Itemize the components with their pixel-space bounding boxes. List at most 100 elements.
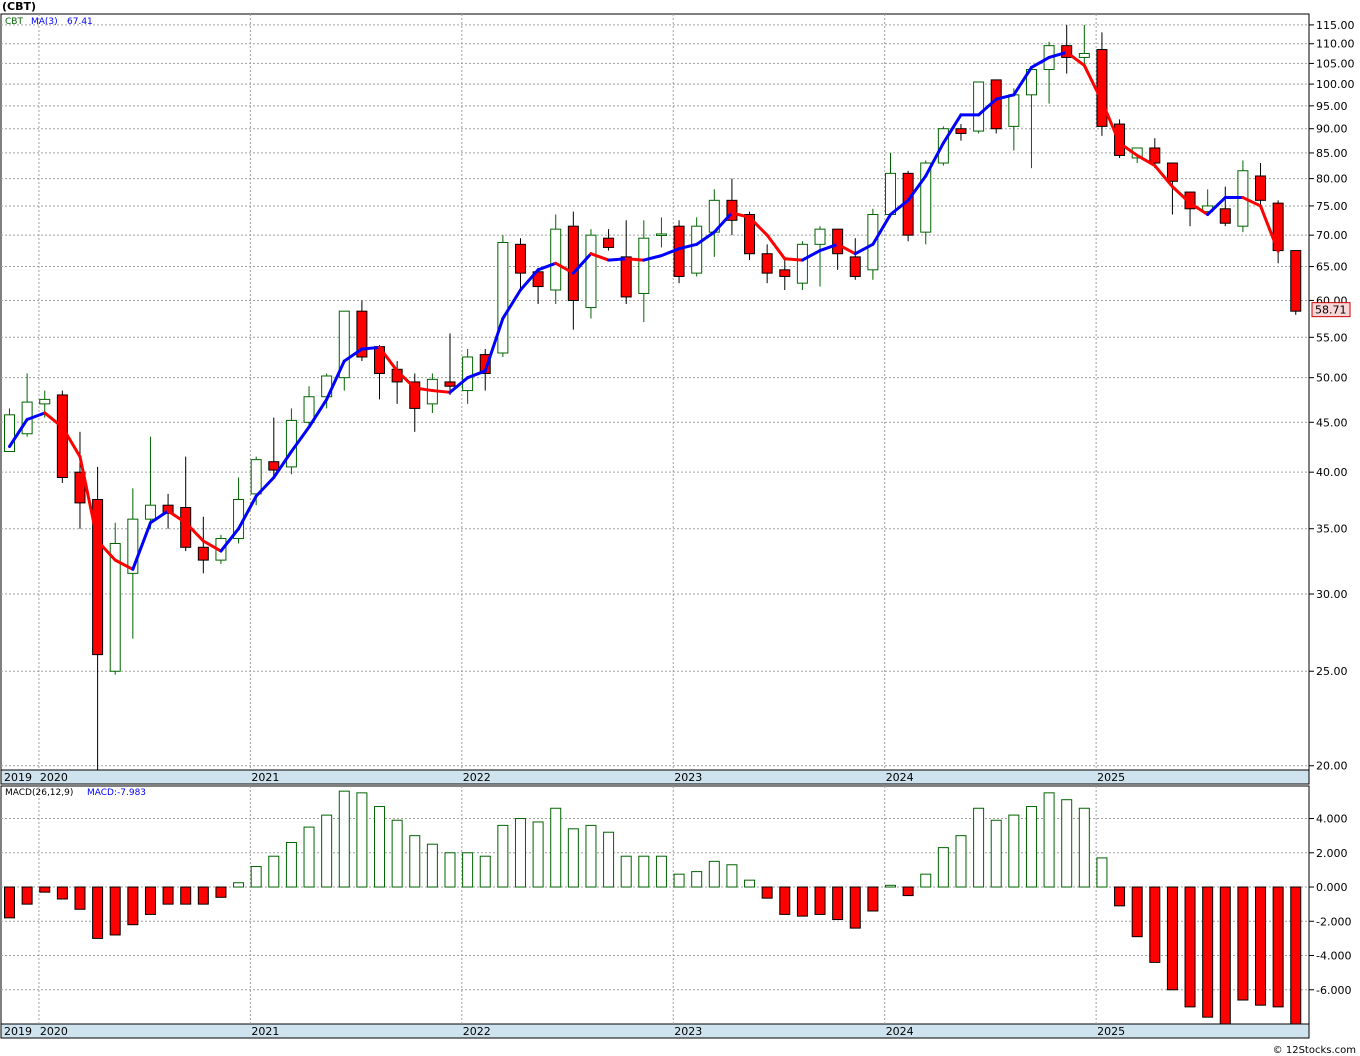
macd-bar	[1008, 814, 1020, 888]
macd-bar	[867, 886, 879, 912]
candle-body	[127, 518, 139, 574]
macd-bar	[462, 852, 474, 888]
macd-bar	[990, 819, 1002, 888]
candle	[955, 124, 967, 141]
candle	[4, 408, 15, 453]
year-label: 2020	[40, 771, 68, 784]
ma-segment	[1135, 153, 1157, 168]
ma-segment	[148, 509, 170, 525]
price-tick-label: 45.00	[1316, 416, 1348, 429]
macd-bar	[374, 806, 386, 888]
macd-bar	[744, 879, 756, 888]
macd-bar	[1219, 886, 1231, 1025]
year-label: 2021	[251, 1025, 279, 1038]
candle	[796, 241, 808, 290]
macd-bar	[250, 865, 262, 888]
candle-body	[920, 162, 932, 233]
candle	[885, 152, 896, 218]
ma-segment	[25, 411, 47, 421]
candle-body	[550, 228, 562, 291]
macd-bar	[849, 886, 861, 929]
price-tick-label: 85.00	[1316, 147, 1348, 160]
candle-body	[1078, 52, 1090, 58]
candle-body	[620, 256, 632, 298]
price-x-axis-band	[0, 769, 1310, 785]
macd-bar	[1043, 792, 1055, 888]
ma-segment	[765, 233, 787, 261]
legend-macd-value: MACD:-7.983	[87, 788, 146, 798]
macd-bar	[1025, 806, 1037, 888]
ma-segment	[1082, 63, 1104, 103]
ma-segment	[131, 521, 152, 571]
candle-body	[990, 79, 1002, 130]
macd-bar	[585, 824, 597, 888]
legend-macd-label: MACD(26,12,9)	[5, 788, 73, 798]
ma-segment	[853, 242, 875, 256]
macd-bar	[779, 886, 791, 915]
ma-segment	[748, 215, 769, 237]
macd-bar	[726, 864, 738, 888]
macd-bar	[1202, 886, 1214, 1018]
year-label: 2024	[886, 1025, 914, 1038]
candle	[673, 220, 685, 284]
year-label: 2024	[886, 771, 914, 784]
macd-bar	[1272, 886, 1284, 1008]
ma-segment	[325, 359, 346, 401]
legend-ma-value: 67.41	[67, 17, 93, 27]
candle-body	[197, 546, 209, 561]
candle	[779, 256, 791, 290]
ma-segment	[607, 257, 628, 262]
year-label: 2019	[4, 1025, 32, 1038]
candle	[444, 333, 456, 395]
macd-histogram	[4, 790, 1302, 1025]
price-tick-label: 105.00	[1316, 57, 1355, 70]
year-gridlines	[38, 14, 1097, 1024]
price-tick-label: 55.00	[1316, 331, 1348, 344]
candle-body	[779, 269, 791, 277]
macd-bar	[144, 886, 156, 915]
candle	[1078, 24, 1090, 68]
macd-bar	[1290, 886, 1302, 1025]
candle	[1114, 119, 1126, 158]
macd-bar	[567, 828, 579, 888]
ma-segment	[783, 257, 804, 262]
ma-segment	[624, 257, 646, 262]
price-gridlines	[1, 24, 1309, 767]
macd-bar	[21, 886, 33, 905]
ma-segment	[272, 450, 293, 480]
macd-bar	[1166, 886, 1178, 991]
macd-bar	[937, 847, 949, 888]
macd-axis-ticks: -6.000 -4.000 -2.000 0.000 2.000 4.000	[1309, 813, 1351, 997]
year-label: 2020	[40, 1025, 68, 1038]
macd-bar	[444, 852, 456, 888]
candle-body	[761, 253, 773, 274]
legend-symbol: CBT	[5, 17, 23, 27]
candle	[726, 178, 738, 236]
macd-bar	[1149, 886, 1161, 963]
macd-bar	[215, 886, 227, 898]
ma-segment	[889, 198, 910, 216]
candle-body	[1255, 175, 1267, 201]
candle	[567, 211, 579, 330]
ma-segment	[1153, 164, 1174, 189]
candle-body	[303, 396, 315, 423]
price-tick-label: 90.00	[1316, 123, 1348, 136]
price-tick-label: 110.00	[1316, 38, 1355, 51]
ma-segment	[254, 476, 276, 498]
candle	[109, 522, 121, 675]
ma-segment	[730, 211, 752, 219]
chart-title: (CBT)	[2, 0, 37, 13]
price-tick-label: 80.00	[1316, 173, 1348, 186]
ma-segment	[166, 509, 188, 525]
price-tick-label: 40.00	[1316, 466, 1348, 479]
candle	[92, 466, 104, 770]
macd-tick-label: 4.000	[1316, 813, 1348, 826]
candle-body	[638, 237, 650, 294]
ma-segment	[1259, 204, 1280, 253]
candle	[691, 217, 703, 277]
candle-body	[885, 172, 896, 215]
year-label: 2025	[1097, 1025, 1125, 1038]
candle	[744, 211, 756, 261]
macd-bar	[832, 886, 844, 921]
